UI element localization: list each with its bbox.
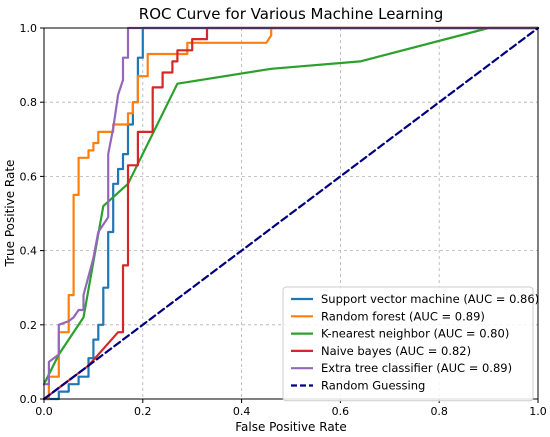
x-tick-label: 0.0: [35, 405, 53, 418]
tick-layer: 0.0 0.2 0.4 0.6 0.8 1.0 0.0 0.2 0.4 0.6 0.8 1.0: [20, 22, 547, 418]
x-tick-label: 1.0: [529, 405, 547, 418]
series-line-3: [42, 26, 540, 401]
legend-entry: Naive bayes (AUC = 0.82): [321, 344, 471, 358]
series-layer: [42, 26, 540, 401]
legend-entry: K-nearest neighbor (AUC = 0.80): [321, 327, 509, 341]
y-tick-label: 0.4: [20, 245, 38, 258]
legend-entry: Support vector machine (AUC = 0.86): [321, 292, 539, 306]
chart-title: ROC Curve for Various Machine Learning: [139, 5, 443, 23]
y-tick-label: 0.8: [20, 96, 38, 109]
y-tick-label: 0.6: [20, 170, 38, 183]
x-tick-label: 0.4: [233, 405, 251, 418]
x-tick-label: 0.2: [134, 405, 152, 418]
series-line-4: [42, 26, 540, 386]
y-axis-label: True Positive Rate: [3, 160, 17, 268]
legend-entry: Random forest (AUC = 0.89): [321, 309, 485, 323]
legend: Support vector machine (AUC = 0.86) Rando…: [282, 286, 539, 402]
legend-box: [282, 286, 534, 402]
y-tick-label: 0.0: [20, 393, 38, 406]
x-axis-label: False Positive Rate: [235, 420, 347, 434]
x-tick-label: 0.6: [332, 405, 350, 418]
legend-entry: Extra tree classifier (AUC = 0.89): [321, 361, 512, 375]
legend-entry: Random Guessing: [321, 379, 425, 393]
series-line-5: [42, 26, 540, 401]
y-tick-label: 1.0: [20, 22, 38, 35]
y-tick-label: 0.2: [20, 319, 38, 332]
x-tick-label: 0.8: [430, 405, 448, 418]
